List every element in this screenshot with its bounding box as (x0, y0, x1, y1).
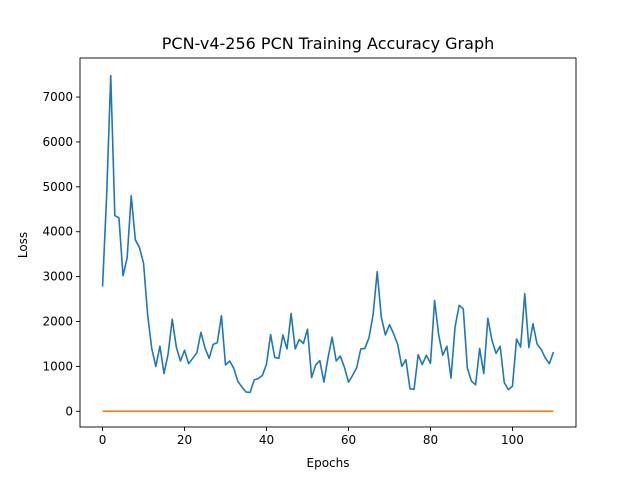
series-line-1 (101, 74, 555, 394)
x-tick-label: 0 (99, 433, 107, 447)
x-tick-label: 20 (177, 433, 192, 447)
x-axis-label: Epochs (307, 456, 350, 470)
chart-title: PCN-v4-256 PCN Training Accuracy Graph (162, 34, 494, 53)
plot-area (79, 57, 577, 428)
x-tick-label: 100 (501, 433, 524, 447)
y-axis: 0 1000 2000 3000 4000 5000 6000 7000 (42, 90, 80, 418)
y-tick-label: 0 (65, 404, 73, 418)
x-axis: 0 20 40 60 80 100 (99, 427, 524, 447)
y-tick-label: 5000 (42, 180, 73, 194)
y-axis-label: Loss (16, 232, 30, 258)
y-tick-label: 6000 (42, 135, 73, 149)
y-tick-label: 7000 (42, 90, 73, 104)
y-tick-label: 2000 (42, 315, 73, 329)
x-tick-label: 40 (259, 433, 274, 447)
y-tick-label: 4000 (42, 225, 73, 239)
plot-frame (79, 57, 577, 428)
x-tick-label: 80 (423, 433, 438, 447)
x-tick-label: 60 (341, 433, 356, 447)
y-tick-label: 1000 (42, 359, 73, 373)
y-tick-label: 3000 (42, 270, 73, 284)
